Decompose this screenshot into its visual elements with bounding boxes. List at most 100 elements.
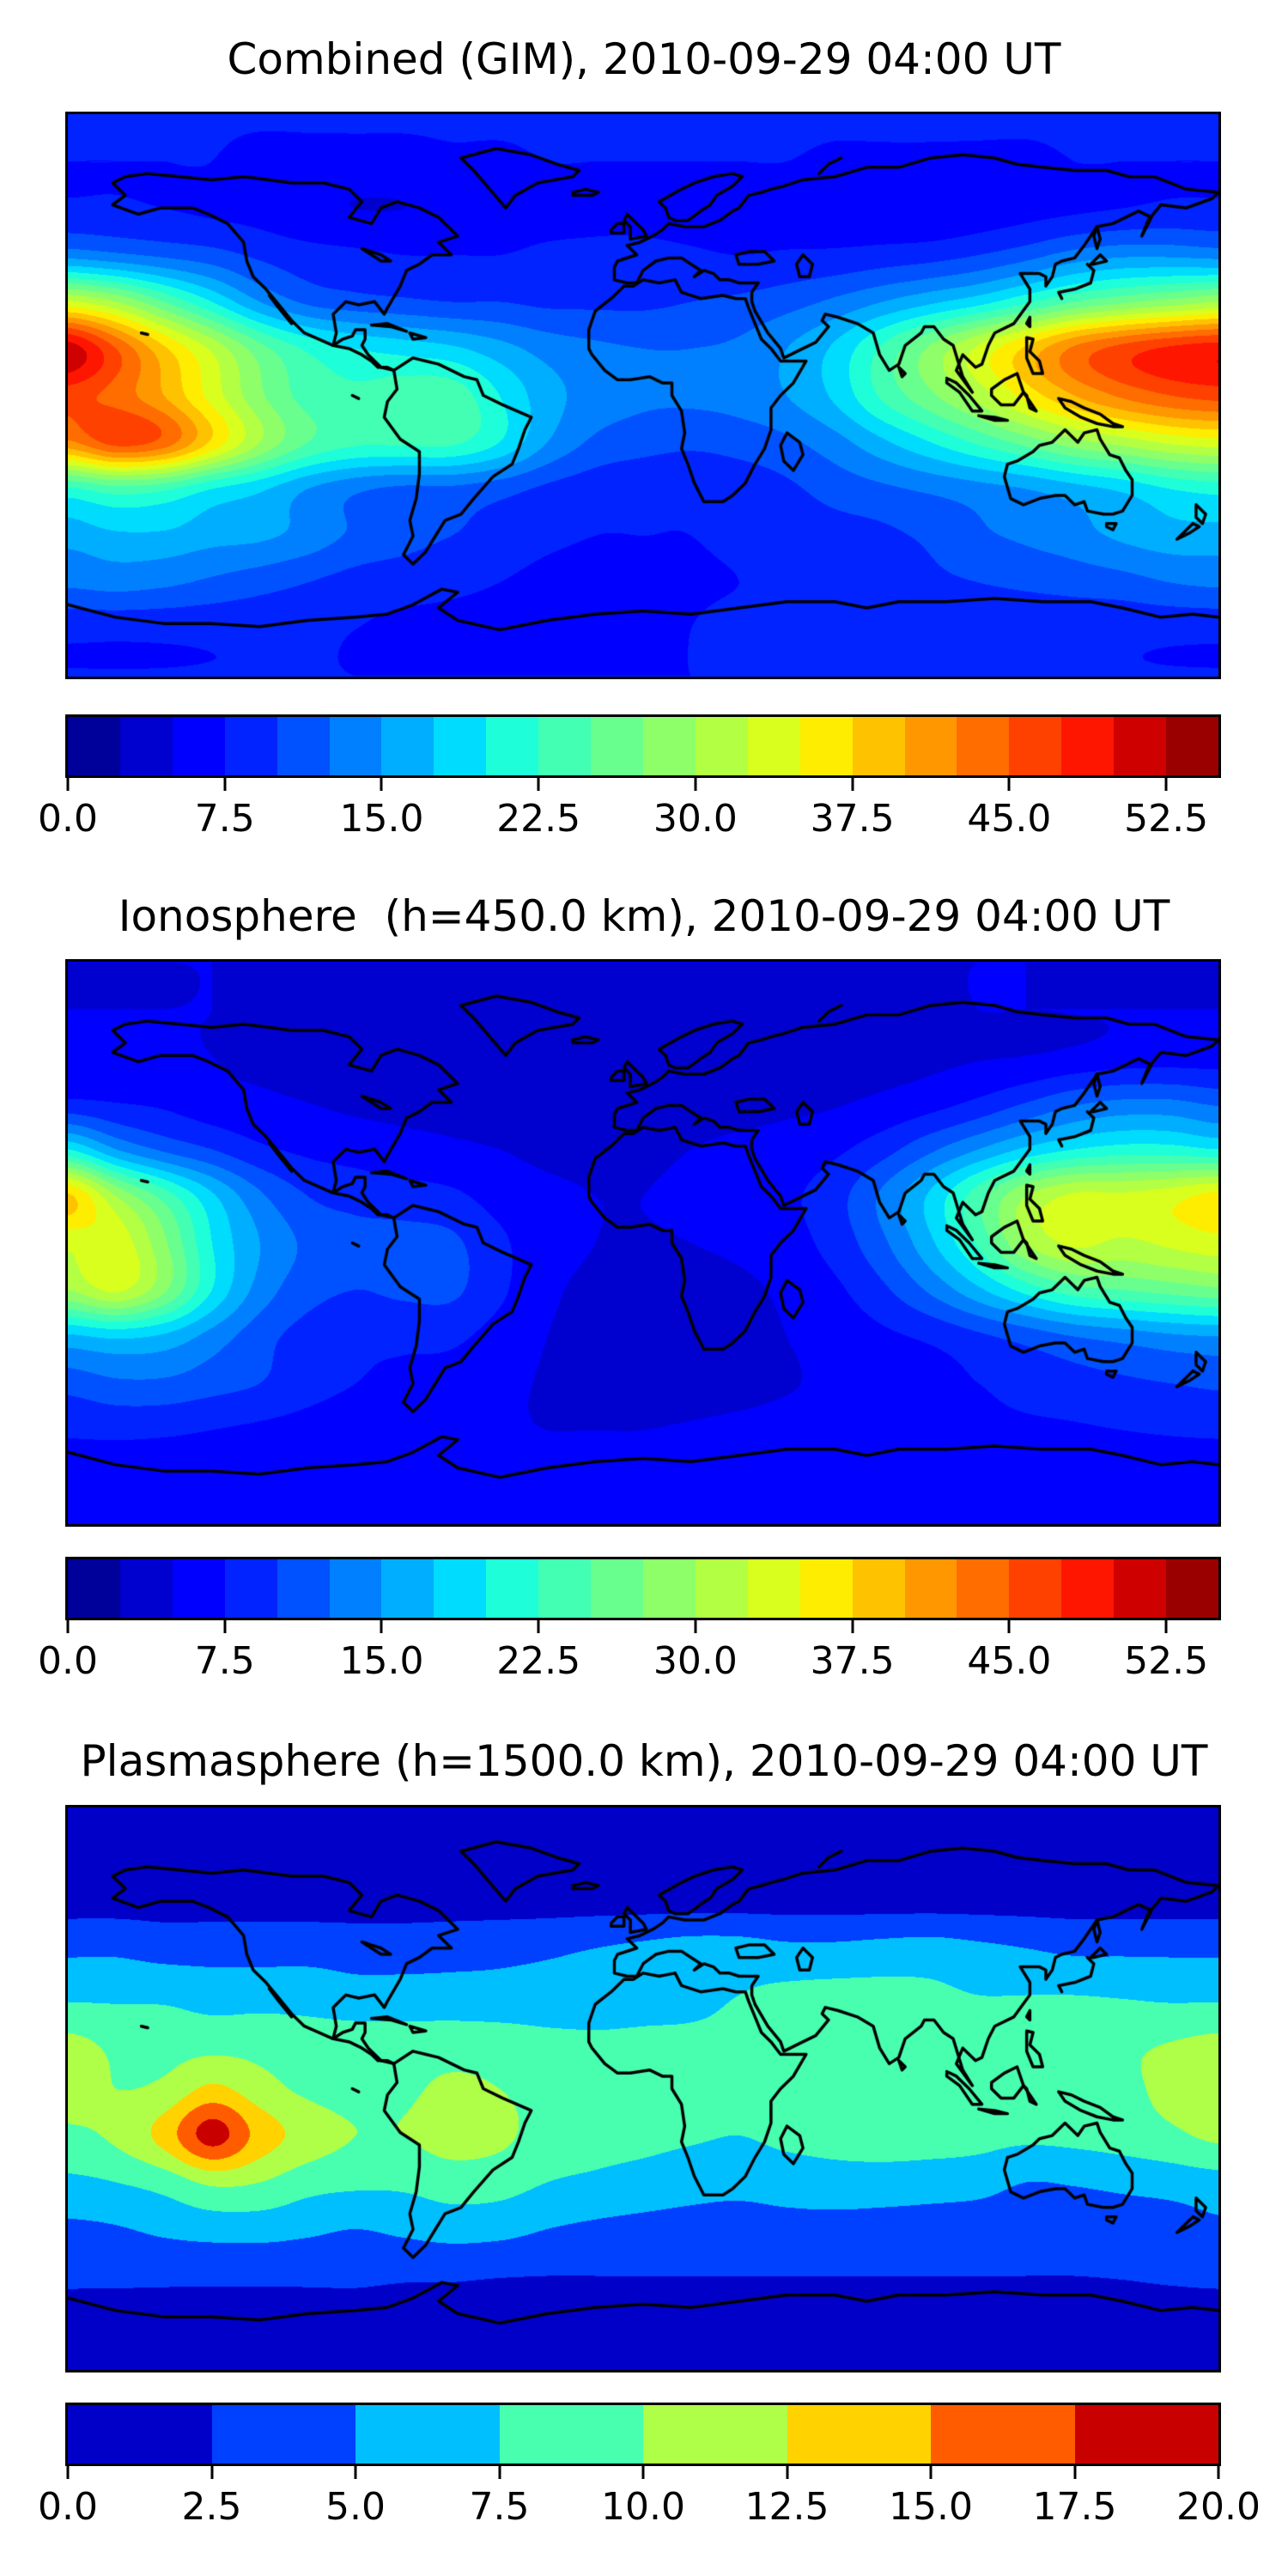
colorbar-tick xyxy=(851,778,854,791)
colorbar-segment xyxy=(355,2405,500,2464)
colorbar-plasmasphere: 0.0 2.5 5.0 7.5 10.0 12.5 15.0 17.5 20.0 xyxy=(38,2403,1261,2543)
colorbar-tick-label: 7.5 xyxy=(194,1639,255,1683)
colorbar-tick xyxy=(223,778,227,791)
colorbar-tick xyxy=(537,778,540,791)
map-canvas-ionosphere xyxy=(68,962,1218,1524)
colorbar-tick xyxy=(694,778,697,791)
colorbar-tick-label: 5.0 xyxy=(325,2485,386,2529)
colorbar-segment xyxy=(68,2405,212,2464)
colorbar-tick-label: 0.0 xyxy=(38,797,98,841)
colorbar-segment xyxy=(904,717,957,775)
colorbar-tick-label: 7.5 xyxy=(469,2485,530,2529)
colorbar-tick-label: 17.5 xyxy=(1032,2485,1117,2529)
colorbar-segment xyxy=(904,1559,957,1618)
colorbar-tick-label: 37.5 xyxy=(810,1639,895,1683)
colorbar-segment xyxy=(499,2405,643,2464)
colorbar-segment xyxy=(1074,2405,1218,2464)
colorbar-segment xyxy=(434,717,487,775)
colorbar-tick xyxy=(929,2466,933,2479)
colorbar-tick xyxy=(694,1620,697,1633)
colorbar-segment xyxy=(538,1559,592,1618)
panel-title-ionosphere: Ionosphere (h=450.0 km), 2010-09-29 04:0… xyxy=(118,891,1170,941)
colorbar-segment xyxy=(1009,1559,1062,1618)
colorbar-tick-label: 45.0 xyxy=(967,1639,1052,1683)
colorbar-segment xyxy=(329,1559,382,1618)
colorbar-tick-label: 0.0 xyxy=(38,2485,98,2529)
colorbar-tick-label: 52.5 xyxy=(1124,797,1209,841)
colorbar-combined: 0.0 7.5 15.0 22.5 30.0 37.5 45.0 52.5 xyxy=(38,714,1221,855)
colorbar-segment xyxy=(787,2405,931,2464)
colorbar-tick-label: 30.0 xyxy=(653,797,738,841)
colorbar-tick xyxy=(1007,1620,1011,1633)
colorbar-segment xyxy=(642,717,696,775)
world-map-ionosphere xyxy=(65,959,1221,1527)
colorbar-tick-label: 10.0 xyxy=(601,2485,685,2529)
colorbar-segment xyxy=(1114,1559,1167,1618)
colorbar-tick xyxy=(223,1620,227,1633)
colorbar-segment xyxy=(643,2405,787,2464)
colorbar-tick xyxy=(66,778,70,791)
colorbar-segment xyxy=(276,717,330,775)
colorbar-tick-label: 22.5 xyxy=(496,1639,581,1683)
colorbar-tick xyxy=(1164,1620,1168,1633)
world-map-combined xyxy=(65,112,1221,679)
world-map-plasmasphere xyxy=(65,1805,1221,2372)
colorbar-tick xyxy=(354,2466,357,2479)
map-canvas-plasmasphere xyxy=(68,1807,1218,2370)
colorbar-tick xyxy=(851,1620,854,1633)
colorbar-axis: 0.0 2.5 5.0 7.5 10.0 12.5 15.0 17.5 20.0 xyxy=(38,2466,1261,2543)
panel-title-plasmasphere: Plasmasphere (h=1500.0 km), 2010-09-29 0… xyxy=(80,1736,1208,1786)
colorbar-segment xyxy=(119,717,173,775)
colorbar-segment xyxy=(1114,717,1167,775)
colorbar-tick-label: 2.5 xyxy=(181,2485,242,2529)
colorbar-gradient xyxy=(65,714,1221,778)
colorbar-segment xyxy=(276,1559,330,1618)
map-canvas-combined xyxy=(68,114,1218,677)
colorbar-gradient xyxy=(65,1557,1221,1620)
colorbar-segment xyxy=(172,717,225,775)
colorbar-tick xyxy=(1073,2466,1076,2479)
colorbar-segment xyxy=(329,717,382,775)
colorbar-ionosphere: 0.0 7.5 15.0 22.5 30.0 37.5 45.0 52.5 xyxy=(38,1557,1221,1698)
colorbar-tick xyxy=(210,2466,213,2479)
colorbar-segment xyxy=(486,717,539,775)
colorbar-tick xyxy=(498,2466,501,2479)
colorbar-segment xyxy=(695,1559,748,1618)
colorbar-segment xyxy=(957,1559,1010,1618)
colorbar-axis: 0.0 7.5 15.0 22.5 30.0 37.5 45.0 52.5 xyxy=(38,1620,1221,1698)
colorbar-tick xyxy=(1007,778,1011,791)
colorbar-tick xyxy=(786,2466,788,2479)
colorbar-tick-label: 7.5 xyxy=(194,797,255,841)
colorbar-segment xyxy=(1166,1559,1218,1618)
colorbar-segment xyxy=(642,1559,696,1618)
colorbar-tick-label: 20.0 xyxy=(1176,2485,1261,2529)
colorbar-axis: 0.0 7.5 15.0 22.5 30.0 37.5 45.0 52.5 xyxy=(38,778,1221,855)
colorbar-segment xyxy=(799,1559,853,1618)
colorbar-segment xyxy=(799,717,853,775)
colorbar-segment xyxy=(68,1559,120,1618)
colorbar-segment xyxy=(172,1559,225,1618)
colorbar-tick xyxy=(1217,2466,1220,2479)
colorbar-tick-label: 52.5 xyxy=(1124,1639,1209,1683)
colorbar-segment xyxy=(747,1559,800,1618)
colorbar-tick xyxy=(66,2466,70,2479)
colorbar-tick-label: 15.0 xyxy=(889,2485,973,2529)
colorbar-segment xyxy=(852,1559,905,1618)
colorbar-tick xyxy=(66,1620,70,1633)
colorbar-segment xyxy=(852,717,905,775)
colorbar-segment xyxy=(224,717,277,775)
colorbar-segment xyxy=(486,1559,539,1618)
colorbar-tick-label: 15.0 xyxy=(339,797,424,841)
colorbar-segment xyxy=(224,1559,277,1618)
colorbar-segment xyxy=(538,717,592,775)
colorbar-tick-label: 12.5 xyxy=(744,2485,829,2529)
colorbar-segment xyxy=(931,2405,1075,2464)
colorbar-segment xyxy=(695,717,748,775)
colorbar-tick xyxy=(641,2466,645,2479)
colorbar-segment xyxy=(957,717,1010,775)
colorbar-tick xyxy=(1164,778,1168,791)
colorbar-gradient xyxy=(65,2403,1221,2466)
colorbar-tick-label: 0.0 xyxy=(38,1639,98,1683)
colorbar-segment xyxy=(1061,1559,1115,1618)
colorbar-segment xyxy=(1166,717,1218,775)
